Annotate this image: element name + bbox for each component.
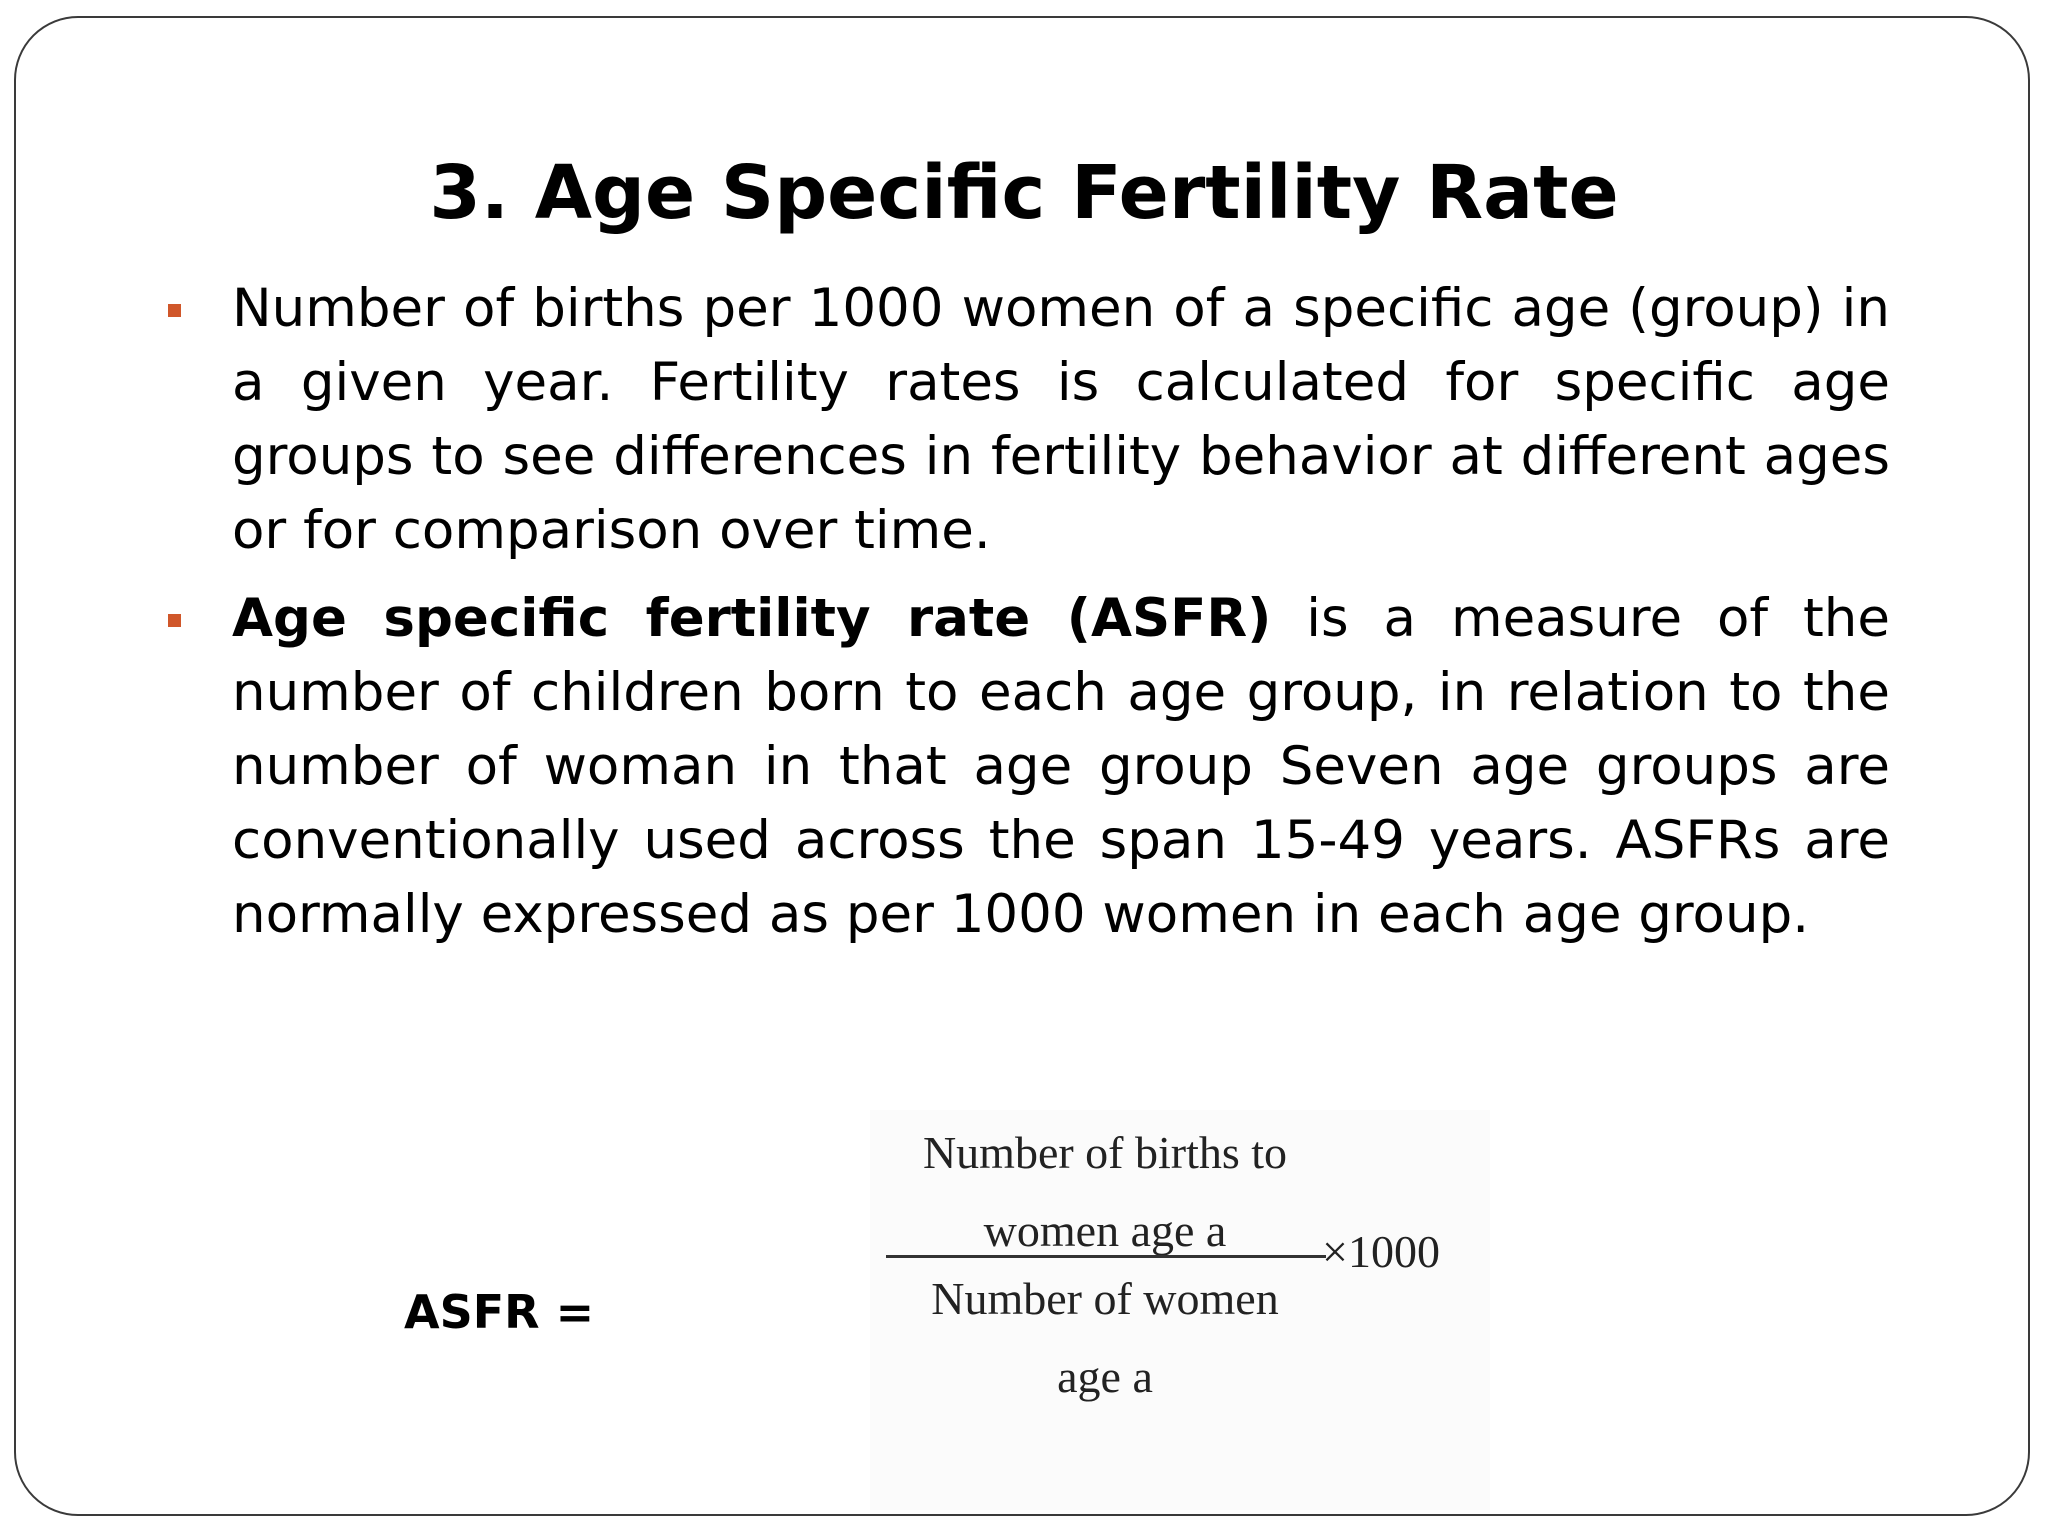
numerator-line-2: women age a — [983, 1205, 1227, 1256]
slide-title: 3. Age Specific Fertility Rate — [429, 150, 1619, 236]
formula-multiplier: ×1000 — [1322, 1226, 1440, 1277]
square-bullet-icon — [168, 614, 181, 627]
formula-numerator: Number of births to women age a — [890, 1114, 1320, 1270]
bullet-body-text: is a measure of the number of children b… — [232, 588, 1890, 945]
numerator-line-1: Number of births to — [922, 1127, 1288, 1178]
asfr-formula-image: Number of births to women age a ×1000 Nu… — [870, 1110, 1490, 1510]
formula-denominator: Number of women age a — [890, 1260, 1320, 1416]
bullet-text: Age specific fertility rate (ASFR) is a … — [232, 582, 1890, 952]
bullet-text: Number of births per 1000 women of a spe… — [232, 272, 1890, 568]
bullet-list: Number of births per 1000 women of a spe… — [160, 272, 1890, 966]
formula-label: ASFR = — [404, 1285, 595, 1339]
square-bullet-icon — [168, 304, 181, 317]
bullet-body-text: Number of births per 1000 women of a spe… — [232, 278, 1890, 561]
bullet-bold-text: Age specific fertility rate (ASFR) — [232, 588, 1272, 649]
denominator-line-2: age a — [1057, 1351, 1153, 1402]
bullet-item-asfr: Age specific fertility rate (ASFR) is a … — [160, 582, 1890, 952]
bullet-item-definition: Number of births per 1000 women of a spe… — [160, 272, 1890, 568]
fraction-bar — [886, 1255, 1326, 1258]
denominator-line-1: Number of women — [931, 1273, 1279, 1324]
